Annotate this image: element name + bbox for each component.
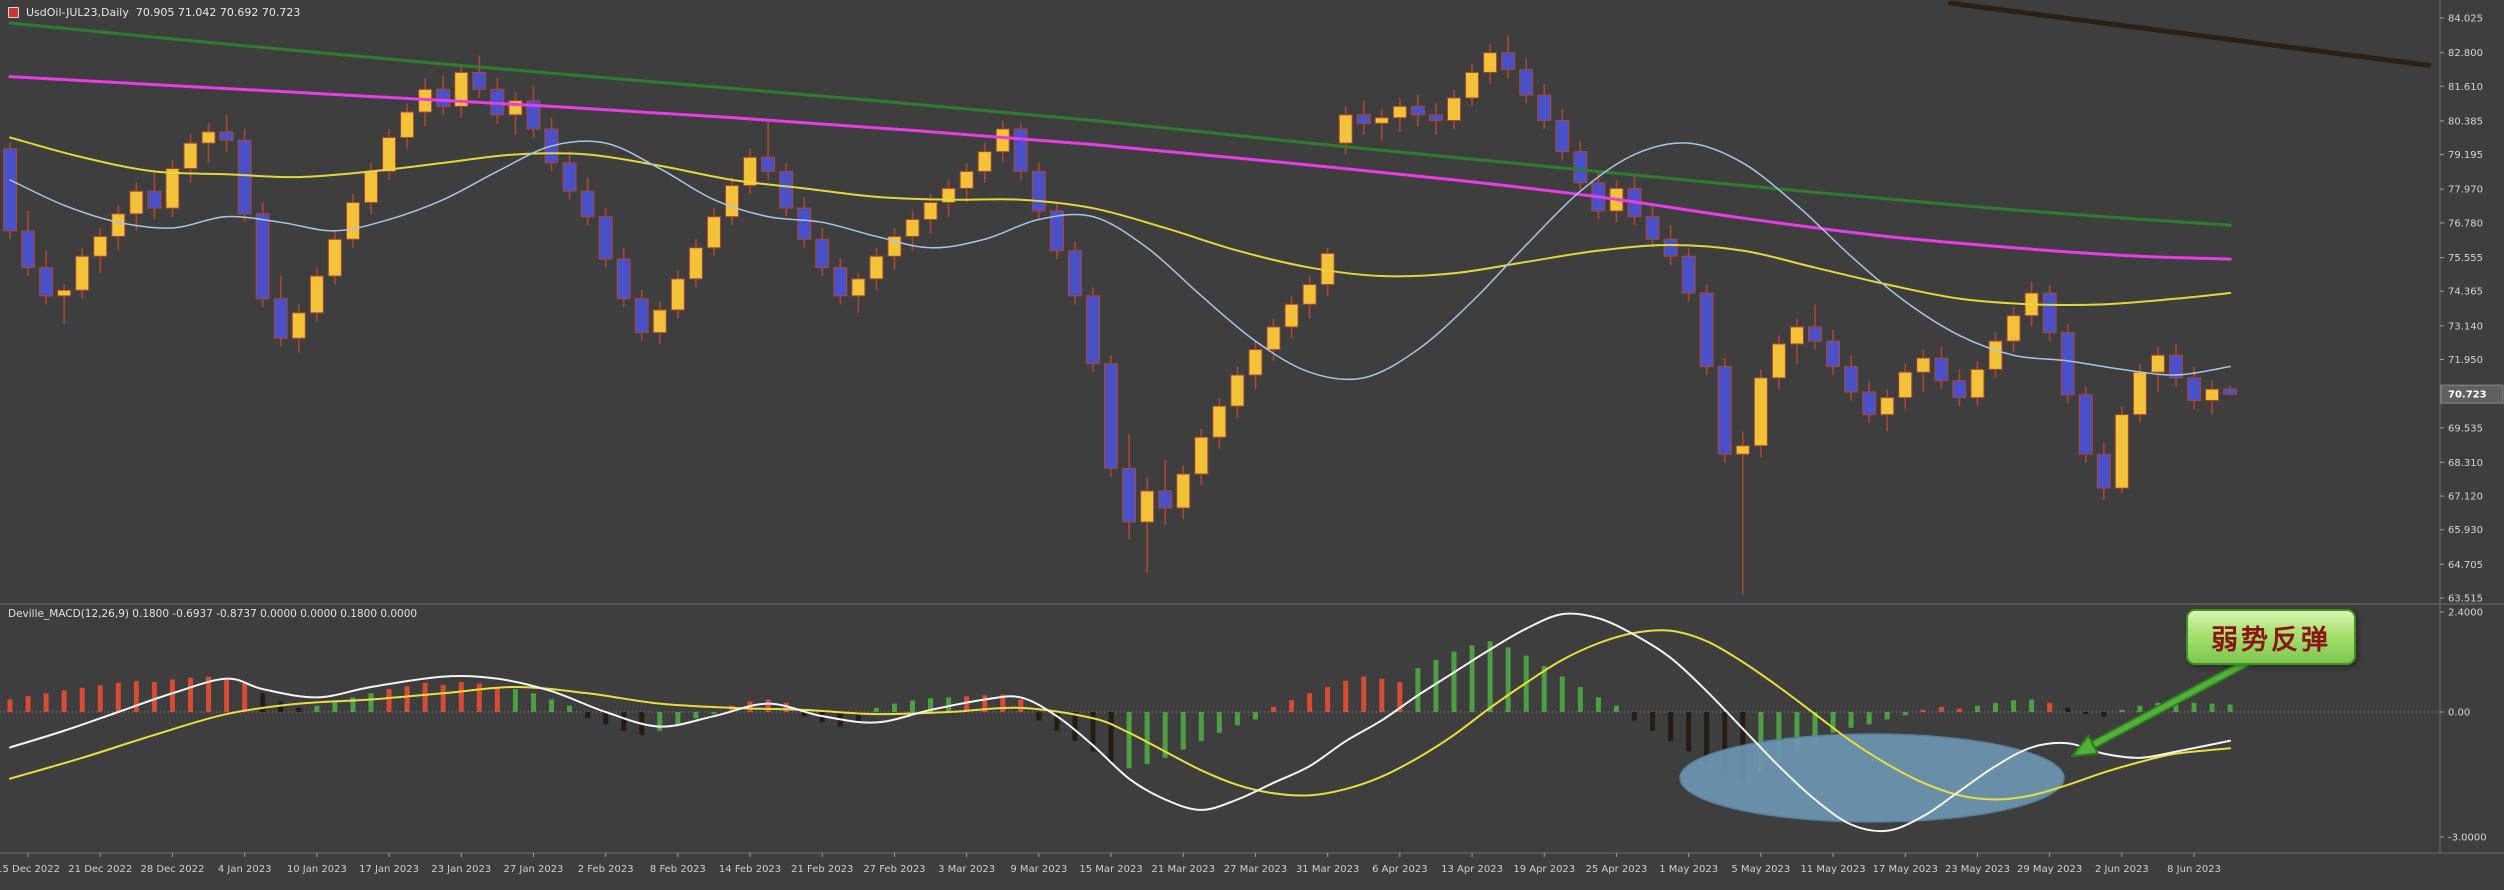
price-axis-label: 69.535 — [2448, 423, 2483, 434]
date-axis-label: 17 May 2023 — [1873, 864, 1938, 875]
price-axis-label: 63.515 — [2448, 594, 2483, 605]
macd-main-white-line — [9, 612, 2232, 833]
date-axis-label: 23 Jan 2023 — [431, 864, 491, 875]
annotation-text: 弱势反弹 — [2211, 624, 2331, 656]
price-axis-label: 80.385 — [2448, 116, 2483, 127]
date-axis-label: 21 Feb 2023 — [791, 864, 853, 875]
date-axis-label: 6 Apr 2023 — [1372, 864, 1427, 875]
ohlc-text: 70.905 71.042 70.692 70.723 — [135, 6, 301, 19]
date-axis-label: 27 Mar 2023 — [1224, 864, 1287, 875]
current-price-tag: 70.723 — [2440, 384, 2504, 404]
annotation-arrow[interactable] — [2071, 657, 2253, 757]
price-axis-label: 73.140 — [2448, 321, 2483, 332]
date-axis-label: 1 May 2023 — [1659, 864, 1718, 875]
annotation-callout[interactable]: 弱势反弹 — [2186, 609, 2356, 665]
date-axis-label: 23 May 2023 — [1945, 864, 2010, 875]
date-axis-label: 5 May 2023 — [1731, 864, 1790, 875]
price-axis-label: 71.950 — [2448, 355, 2483, 366]
price-axis-label: 67.120 — [2448, 492, 2483, 503]
price-axis-label: 79.195 — [2448, 150, 2483, 161]
trendline-object[interactable] — [1947, 0, 2432, 68]
date-axis-label: 9 Mar 2023 — [1010, 864, 1067, 875]
price-axis-label: 65.930 — [2448, 525, 2483, 536]
date-axis-label: 17 Jan 2023 — [359, 864, 419, 875]
price-axis-label: 75.555 — [2448, 253, 2483, 264]
ma-yellow-line — [9, 136, 2232, 307]
symbol-text: UsdOil-JUL23,Daily — [26, 6, 129, 19]
date-axis-label: 19 Apr 2023 — [1513, 864, 1575, 875]
price-axis-label: 76.780 — [2448, 218, 2483, 229]
date-axis-label: 31 Mar 2023 — [1296, 864, 1359, 875]
price-axis: 84.025 82.800 81.610 80.385 79.195 77.970 76.7… — [2440, 14, 2483, 605]
date-axis-label: 11 May 2023 — [1800, 864, 1865, 875]
date-axis-label: 15 Mar 2023 — [1079, 864, 1142, 875]
date-axis-label: 8 Feb 2023 — [650, 864, 706, 875]
date-axis-label: 27 Feb 2023 — [863, 864, 925, 875]
svg-text:70.723: 70.723 — [2448, 390, 2487, 401]
date-axis-label: 21 Dec 2022 — [68, 864, 132, 875]
ma-short-blue-line — [9, 140, 2231, 381]
date-axis-label: 28 Dec 2022 — [141, 864, 205, 875]
time-axis: 15 Dec 2022 21 Dec 2022 28 Dec 2022 4 Jan 2… — [0, 853, 2221, 875]
macd-axis-label: 0.00 — [2448, 708, 2470, 719]
date-axis-label: 3 Mar 2023 — [938, 864, 995, 875]
date-axis-label: 10 Jan 2023 — [287, 864, 347, 875]
date-axis-label: 8 Jun 2023 — [2167, 864, 2221, 875]
date-axis-label: 2 Feb 2023 — [578, 864, 634, 875]
date-axis-label: 27 Jan 2023 — [503, 864, 563, 875]
price-axis-label: 84.025 — [2448, 14, 2483, 25]
candles-layer — [3, 35, 2238, 595]
date-axis-label: 2 Jun 2023 — [2095, 864, 2149, 875]
price-axis-label: 64.705 — [2448, 560, 2483, 571]
price-axis-label: 68.310 — [2448, 458, 2483, 469]
price-axis-label: 74.365 — [2448, 287, 2483, 298]
price-axis-label: 82.800 — [2448, 48, 2483, 59]
macd-axis-label: -3.0000 — [2448, 833, 2487, 844]
macd-signal-yellow-line — [9, 629, 2232, 801]
date-axis-label: 4 Jan 2023 — [218, 864, 272, 875]
ma-long-green-line — [8, 21, 2232, 227]
date-axis-label: 15 Dec 2022 — [0, 864, 60, 875]
date-axis-label: 13 Apr 2023 — [1441, 864, 1503, 875]
date-axis-label: 21 Mar 2023 — [1152, 864, 1215, 875]
macd-indicator-label: Deville_MACD(12,26,9) 0.1800 -0.6937 -0.… — [8, 608, 418, 620]
date-axis-label: 25 Apr 2023 — [1586, 864, 1648, 875]
panel-separators — [0, 0, 2504, 854]
price-axis-label: 81.610 — [2448, 82, 2483, 93]
ma-magenta-line — [8, 75, 2232, 261]
date-axis-label: 14 Feb 2023 — [719, 864, 781, 875]
price-axis-label: 77.970 — [2448, 185, 2483, 196]
macd-axis: 2.4000 0.00 -3.0000 — [2440, 608, 2487, 844]
date-axis-label: 29 May 2023 — [2017, 864, 2082, 875]
chart-marker-icon — [8, 7, 19, 18]
macd-axis-label: 2.4000 — [2448, 608, 2483, 619]
macd-histogram-layer — [7, 641, 2233, 781]
symbol-ohlc-label: UsdOil-JUL23,Daily 70.905 71.042 70.692 … — [8, 6, 300, 19]
highlight-ellipse[interactable] — [1679, 733, 2065, 823]
